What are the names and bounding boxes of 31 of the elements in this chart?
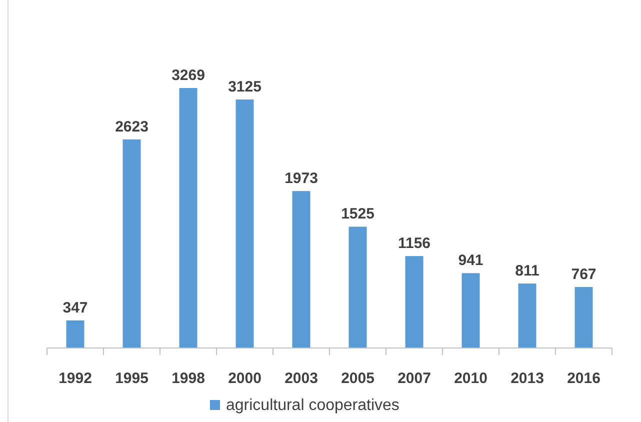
bar: [179, 88, 198, 348]
bar: [574, 286, 593, 348]
bar: [122, 139, 141, 348]
data-label: 1973: [284, 170, 318, 188]
x-tick-label: 2000: [228, 370, 262, 387]
x-tick-label: 2005: [341, 370, 374, 387]
x-tick-label: 1995: [115, 370, 148, 387]
x-tick-label: 2003: [284, 370, 318, 387]
bar: [66, 320, 84, 348]
bar: [462, 273, 480, 348]
data-label: 347: [62, 299, 88, 316]
data-label: 3125: [228, 78, 262, 96]
data-label: 1525: [341, 206, 374, 223]
data-label: 3269: [172, 67, 205, 84]
x-tick-label: 2013: [510, 370, 544, 387]
bar: [348, 226, 367, 348]
data-label: 2623: [115, 118, 148, 136]
data-label: 941: [458, 252, 484, 270]
legend-label: agricultural cooperatives: [226, 397, 400, 414]
bar: [405, 256, 424, 348]
x-tick-label: 2007: [398, 370, 431, 387]
bar: [292, 191, 310, 348]
x-tick-label: 1998: [172, 370, 205, 387]
x-tick-label: 2010: [454, 370, 488, 387]
bar: [236, 99, 254, 348]
data-label: 811: [515, 262, 540, 280]
x-tick-label: 1992: [58, 370, 92, 387]
bar: [518, 283, 536, 348]
data-label: 767: [571, 266, 596, 283]
data-label: 1156: [398, 235, 431, 252]
x-tick-label: 2016: [567, 370, 600, 387]
